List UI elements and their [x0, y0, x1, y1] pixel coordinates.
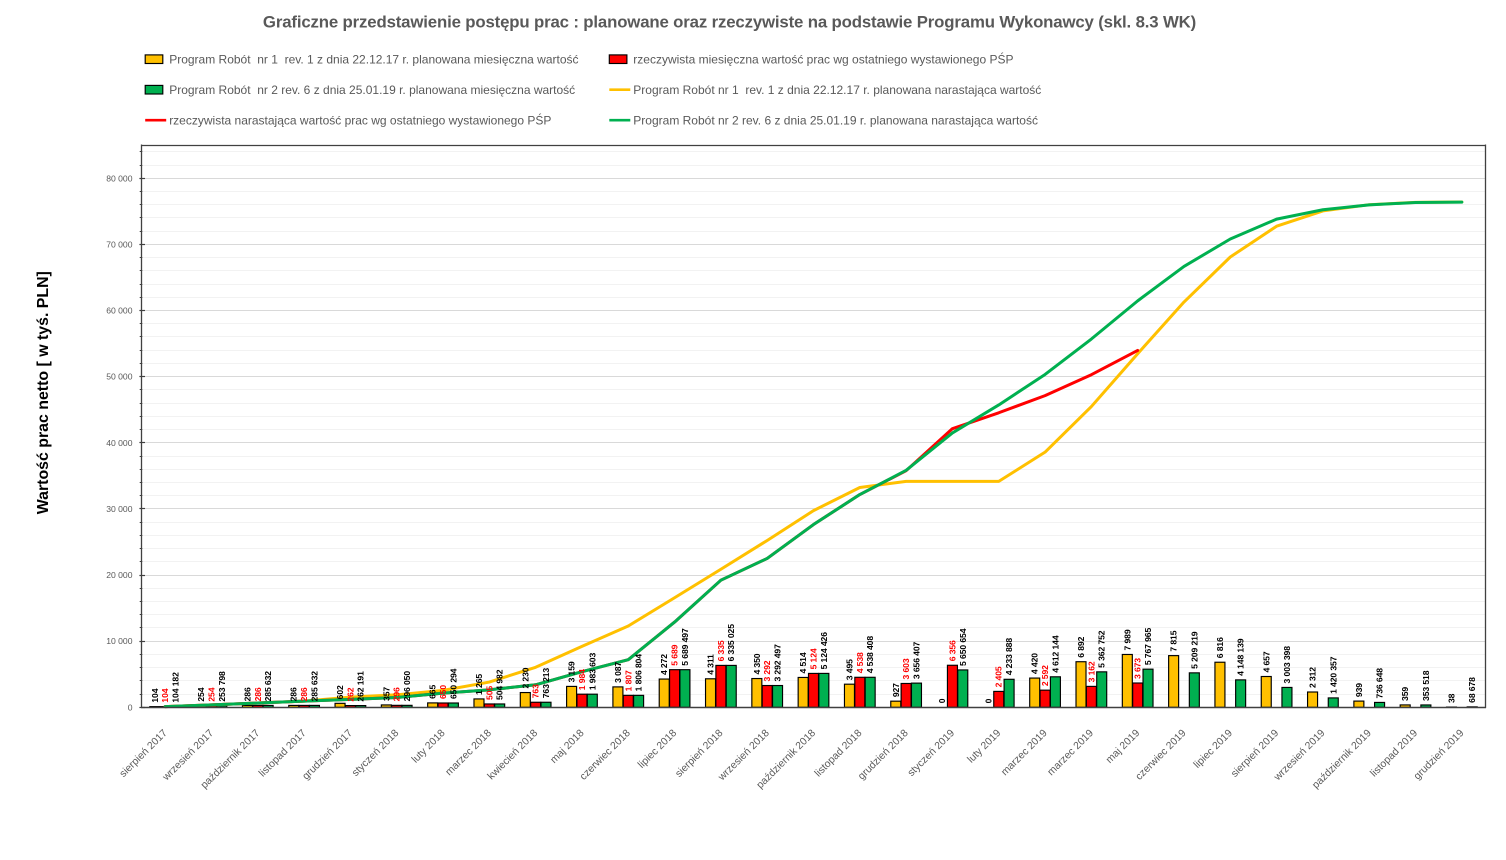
svg-text:262 191: 262 191: [356, 671, 366, 702]
svg-text:Wartość prac netto [ w tyś. PL: Wartość prac netto [ w tyś. PLN]: [35, 271, 52, 514]
svg-text:3 003 398: 3 003 398: [1282, 646, 1292, 684]
svg-text:262: 262: [345, 687, 355, 701]
svg-text:50 000: 50 000: [106, 372, 133, 382]
svg-text:7 989: 7 989: [1122, 629, 1132, 650]
svg-text:254: 254: [196, 687, 206, 701]
svg-text:3 292: 3 292: [762, 660, 772, 681]
svg-text:5 124 426: 5 124 426: [819, 632, 829, 670]
svg-text:3 292 497: 3 292 497: [773, 644, 783, 682]
svg-text:Graficzne przedstawienie postę: Graficzne przedstawienie postępu prac : …: [263, 13, 1196, 32]
svg-text:104: 104: [160, 688, 170, 702]
svg-text:60 000: 60 000: [106, 306, 133, 316]
svg-text:10 000: 10 000: [106, 636, 133, 646]
svg-text:Program Robót nr 1 rev. 1 z d: Program Robót nr 1 rev. 1 z dnia 22.12.1…: [633, 83, 1041, 97]
svg-text:6 816: 6 816: [1215, 637, 1225, 658]
svg-text:763 213: 763 213: [541, 668, 551, 699]
svg-text:359: 359: [1400, 687, 1410, 701]
svg-text:Program Robót nr 1 rev. 1 z: Program Robót nr 1 rev. 1 z dnia 22.12.1…: [169, 53, 578, 67]
svg-text:0: 0: [937, 698, 947, 703]
svg-text:285 632: 285 632: [309, 671, 319, 702]
svg-text:1 983 603: 1 983 603: [587, 653, 597, 691]
svg-text:602: 602: [335, 685, 345, 699]
svg-text:3 159: 3 159: [567, 661, 577, 682]
svg-text:rzeczywista miesięczna wartość: rzeczywista miesięczna wartość prac wg o…: [633, 52, 1013, 67]
svg-text:5 209 219: 5 209 219: [1189, 631, 1199, 669]
svg-text:0: 0: [983, 698, 993, 703]
svg-text:736 648: 736 648: [1375, 668, 1385, 699]
svg-text:Program Robót nr 2 rev. 6 z d: Program Robót nr 2 rev. 6 z dnia 25.01.1…: [169, 83, 575, 97]
svg-text:4 233 888: 4 233 888: [1004, 638, 1014, 676]
svg-text:4 514: 4 514: [798, 652, 808, 673]
svg-text:2 230: 2 230: [520, 667, 530, 688]
svg-text:104 182: 104 182: [171, 672, 181, 703]
svg-text:4 350: 4 350: [752, 653, 762, 674]
svg-text:2 592: 2 592: [1040, 665, 1050, 686]
svg-text:357: 357: [381, 687, 391, 701]
svg-text:286: 286: [299, 687, 309, 701]
svg-text:1 984: 1 984: [577, 669, 587, 690]
svg-text:2 312: 2 312: [1308, 667, 1318, 688]
svg-text:254: 254: [206, 687, 216, 701]
svg-text:6 335: 6 335: [716, 640, 726, 661]
svg-text:5 689 497: 5 689 497: [680, 628, 690, 666]
svg-text:5 124: 5 124: [809, 648, 819, 669]
svg-text:5 650 654: 5 650 654: [958, 628, 968, 666]
svg-text:3 656 407: 3 656 407: [911, 641, 921, 679]
svg-text:2 405: 2 405: [994, 666, 1004, 687]
svg-text:6 335 025: 6 335 025: [726, 624, 736, 662]
svg-text:20 000: 20 000: [106, 570, 133, 580]
svg-text:286: 286: [289, 687, 299, 701]
svg-text:3 162: 3 162: [1086, 661, 1096, 682]
svg-text:286: 286: [242, 687, 252, 701]
svg-text:5 767 965: 5 767 965: [1143, 628, 1153, 666]
svg-text:4 148 139: 4 148 139: [1236, 638, 1246, 676]
svg-text:0: 0: [128, 702, 133, 712]
svg-text:4 420: 4 420: [1030, 653, 1040, 674]
svg-text:1 265: 1 265: [474, 674, 484, 695]
svg-text:38: 38: [1446, 693, 1456, 703]
svg-text:4 612 144: 4 612 144: [1050, 635, 1060, 673]
svg-text:3 087: 3 087: [613, 662, 623, 683]
svg-text:6 356: 6 356: [947, 640, 957, 661]
svg-text:40 000: 40 000: [106, 438, 133, 448]
svg-text:5 362 752: 5 362 752: [1097, 630, 1107, 668]
svg-text:763: 763: [531, 684, 541, 698]
svg-text:68 678: 68 678: [1467, 677, 1477, 703]
svg-text:253 798: 253 798: [217, 671, 227, 702]
svg-text:927: 927: [891, 683, 901, 697]
svg-text:6 892: 6 892: [1076, 636, 1086, 657]
svg-text:296: 296: [392, 687, 402, 701]
svg-text:286: 286: [253, 687, 263, 701]
svg-text:296 050: 296 050: [402, 671, 412, 702]
svg-text:4 538 408: 4 538 408: [865, 636, 875, 674]
svg-text:4 272: 4 272: [659, 654, 669, 675]
svg-text:3 673: 3 673: [1133, 658, 1143, 679]
svg-text:939: 939: [1354, 683, 1364, 697]
svg-text:3 603: 3 603: [901, 658, 911, 679]
svg-text:1 420 357: 1 420 357: [1328, 656, 1338, 694]
svg-text:80 000: 80 000: [106, 173, 133, 183]
svg-text:104: 104: [150, 688, 160, 702]
svg-text:285 632: 285 632: [263, 671, 273, 702]
svg-text:rzeczywista narastająca wartoś: rzeczywista narastająca wartość prac wg …: [169, 113, 551, 128]
svg-text:4 657: 4 657: [1261, 651, 1271, 672]
svg-text:353 518: 353 518: [1421, 670, 1431, 701]
svg-text:Program Robót nr 2 rev. 6 z dn: Program Robót nr 2 rev. 6 z dnia 25.01.1…: [633, 114, 1038, 128]
svg-text:650: 650: [438, 685, 448, 699]
svg-text:7 815: 7 815: [1169, 630, 1179, 651]
svg-text:30 000: 30 000: [106, 504, 133, 514]
svg-text:70 000: 70 000: [106, 239, 133, 249]
svg-text:650 294: 650 294: [448, 668, 458, 699]
svg-text:1 806 804: 1 806 804: [634, 654, 644, 692]
svg-text:4 538: 4 538: [855, 652, 865, 673]
svg-text:3 495: 3 495: [844, 659, 854, 680]
svg-text:665: 665: [428, 685, 438, 699]
svg-text:5 689: 5 689: [670, 644, 680, 665]
svg-text:505: 505: [484, 686, 494, 700]
svg-text:1 807: 1 807: [623, 670, 633, 691]
svg-text:4 311: 4 311: [706, 654, 716, 675]
svg-text:504 982: 504 982: [495, 669, 505, 700]
